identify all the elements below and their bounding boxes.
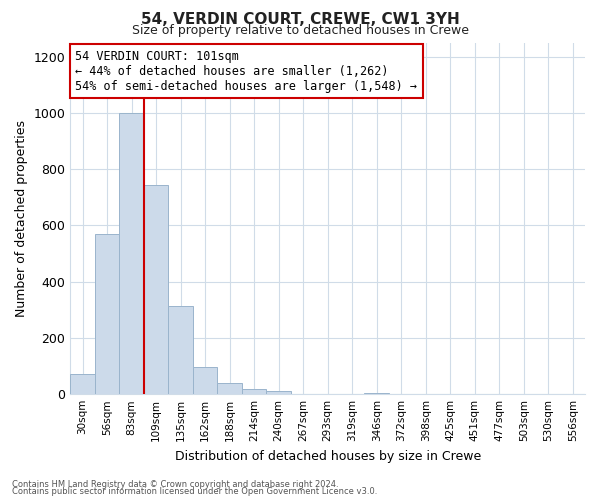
Bar bbox=[70, 374, 95, 394]
Bar bbox=[266, 392, 291, 394]
X-axis label: Distribution of detached houses by size in Crewe: Distribution of detached houses by size … bbox=[175, 450, 481, 462]
Text: Size of property relative to detached houses in Crewe: Size of property relative to detached ho… bbox=[131, 24, 469, 37]
Bar bbox=[169, 306, 193, 394]
Y-axis label: Number of detached properties: Number of detached properties bbox=[15, 120, 28, 317]
Bar bbox=[119, 113, 144, 394]
Bar bbox=[144, 184, 169, 394]
Text: 54 VERDIN COURT: 101sqm
← 44% of detached houses are smaller (1,262)
54% of semi: 54 VERDIN COURT: 101sqm ← 44% of detache… bbox=[76, 50, 418, 92]
Text: Contains public sector information licensed under the Open Government Licence v3: Contains public sector information licen… bbox=[12, 488, 377, 496]
Text: 54, VERDIN COURT, CREWE, CW1 3YH: 54, VERDIN COURT, CREWE, CW1 3YH bbox=[140, 12, 460, 28]
Text: Contains HM Land Registry data © Crown copyright and database right 2024.: Contains HM Land Registry data © Crown c… bbox=[12, 480, 338, 489]
Bar bbox=[364, 393, 389, 394]
Bar bbox=[217, 383, 242, 394]
Bar bbox=[95, 234, 119, 394]
Bar bbox=[193, 368, 217, 394]
Bar bbox=[242, 388, 266, 394]
